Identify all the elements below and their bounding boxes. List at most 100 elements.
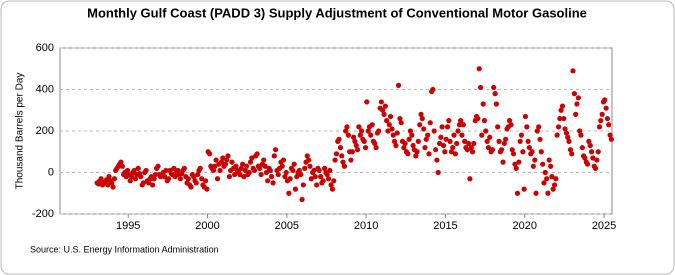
data-point — [237, 171, 243, 178]
data-point — [516, 159, 522, 165]
data-point — [414, 149, 420, 155]
data-point — [241, 174, 247, 180]
data-point — [538, 149, 544, 155]
data-point — [506, 118, 513, 124]
data-point — [308, 176, 314, 182]
data-point — [106, 174, 112, 180]
data-point — [362, 145, 369, 151]
data-point — [598, 118, 604, 124]
data-point — [454, 140, 460, 147]
data-point — [415, 138, 421, 144]
data-point — [361, 138, 367, 144]
data-point — [220, 155, 226, 161]
data-point — [365, 128, 371, 134]
data-point — [558, 107, 564, 113]
data-point — [337, 145, 344, 151]
data-point — [349, 149, 355, 155]
data-point — [513, 165, 519, 171]
data-point — [195, 171, 201, 178]
data-point — [405, 151, 411, 157]
data-point — [165, 176, 172, 182]
data-point — [508, 122, 514, 128]
data-point — [132, 176, 139, 182]
data-point — [442, 149, 448, 155]
data-point — [425, 132, 431, 138]
data-point — [385, 128, 391, 134]
data-point — [565, 134, 571, 140]
data-point — [468, 145, 474, 151]
data-point — [549, 174, 555, 180]
data-point — [324, 171, 330, 178]
x-tick-label: 2025 — [592, 220, 616, 232]
x-tick-label: 2005 — [275, 220, 299, 232]
data-point — [557, 115, 563, 122]
data-point — [604, 115, 611, 122]
data-point — [343, 128, 349, 134]
data-point — [329, 186, 336, 192]
data-point — [290, 167, 296, 174]
data-point — [298, 171, 304, 178]
data-point — [203, 178, 209, 184]
data-point — [328, 182, 334, 188]
data-point — [444, 124, 451, 130]
data-point — [455, 128, 461, 134]
data-point — [521, 186, 527, 192]
data-point — [456, 122, 463, 128]
data-point — [341, 163, 348, 169]
data-point — [439, 124, 445, 130]
data-point — [265, 178, 271, 184]
data-point — [594, 157, 600, 163]
data-point — [302, 165, 308, 171]
data-point — [542, 169, 548, 176]
data-point — [550, 186, 556, 192]
data-point — [434, 157, 440, 163]
data-point — [389, 126, 395, 132]
data-point — [206, 151, 213, 157]
data-point — [575, 95, 581, 101]
data-point — [554, 132, 560, 138]
data-point — [339, 153, 345, 159]
data-point — [172, 174, 178, 180]
data-point — [464, 147, 470, 153]
data-point — [480, 101, 486, 107]
data-point — [386, 122, 392, 128]
data-point — [212, 163, 218, 169]
data-point — [493, 101, 499, 107]
data-point — [509, 147, 515, 153]
data-point — [263, 169, 269, 176]
data-point — [110, 184, 116, 190]
data-point — [555, 124, 562, 130]
data-point — [279, 163, 285, 169]
data-point — [592, 165, 599, 171]
data-point — [422, 145, 428, 151]
data-point — [296, 167, 302, 174]
data-point — [401, 145, 407, 151]
data-point — [140, 180, 147, 186]
data-point — [262, 163, 268, 169]
data-point — [193, 180, 199, 186]
data-point — [397, 115, 403, 122]
data-point — [364, 99, 370, 105]
data-point — [599, 111, 605, 117]
data-point — [299, 196, 305, 203]
data-point — [249, 155, 255, 161]
data-point — [574, 101, 580, 107]
data-point — [238, 165, 244, 171]
data-point — [327, 167, 333, 174]
data-point — [562, 126, 568, 132]
data-point — [471, 140, 477, 147]
data-point — [530, 163, 536, 169]
data-point — [536, 124, 542, 130]
data-point — [306, 157, 312, 163]
data-point — [500, 159, 506, 165]
data-point — [398, 120, 404, 126]
data-point — [138, 174, 144, 180]
data-point — [421, 126, 427, 132]
data-point — [603, 105, 609, 111]
data-point — [191, 174, 197, 180]
data-point — [567, 147, 574, 153]
data-point — [501, 140, 507, 147]
chart-title: Monthly Gulf Coast (PADD 3) Supply Adjus… — [87, 5, 587, 20]
data-point — [131, 167, 137, 174]
